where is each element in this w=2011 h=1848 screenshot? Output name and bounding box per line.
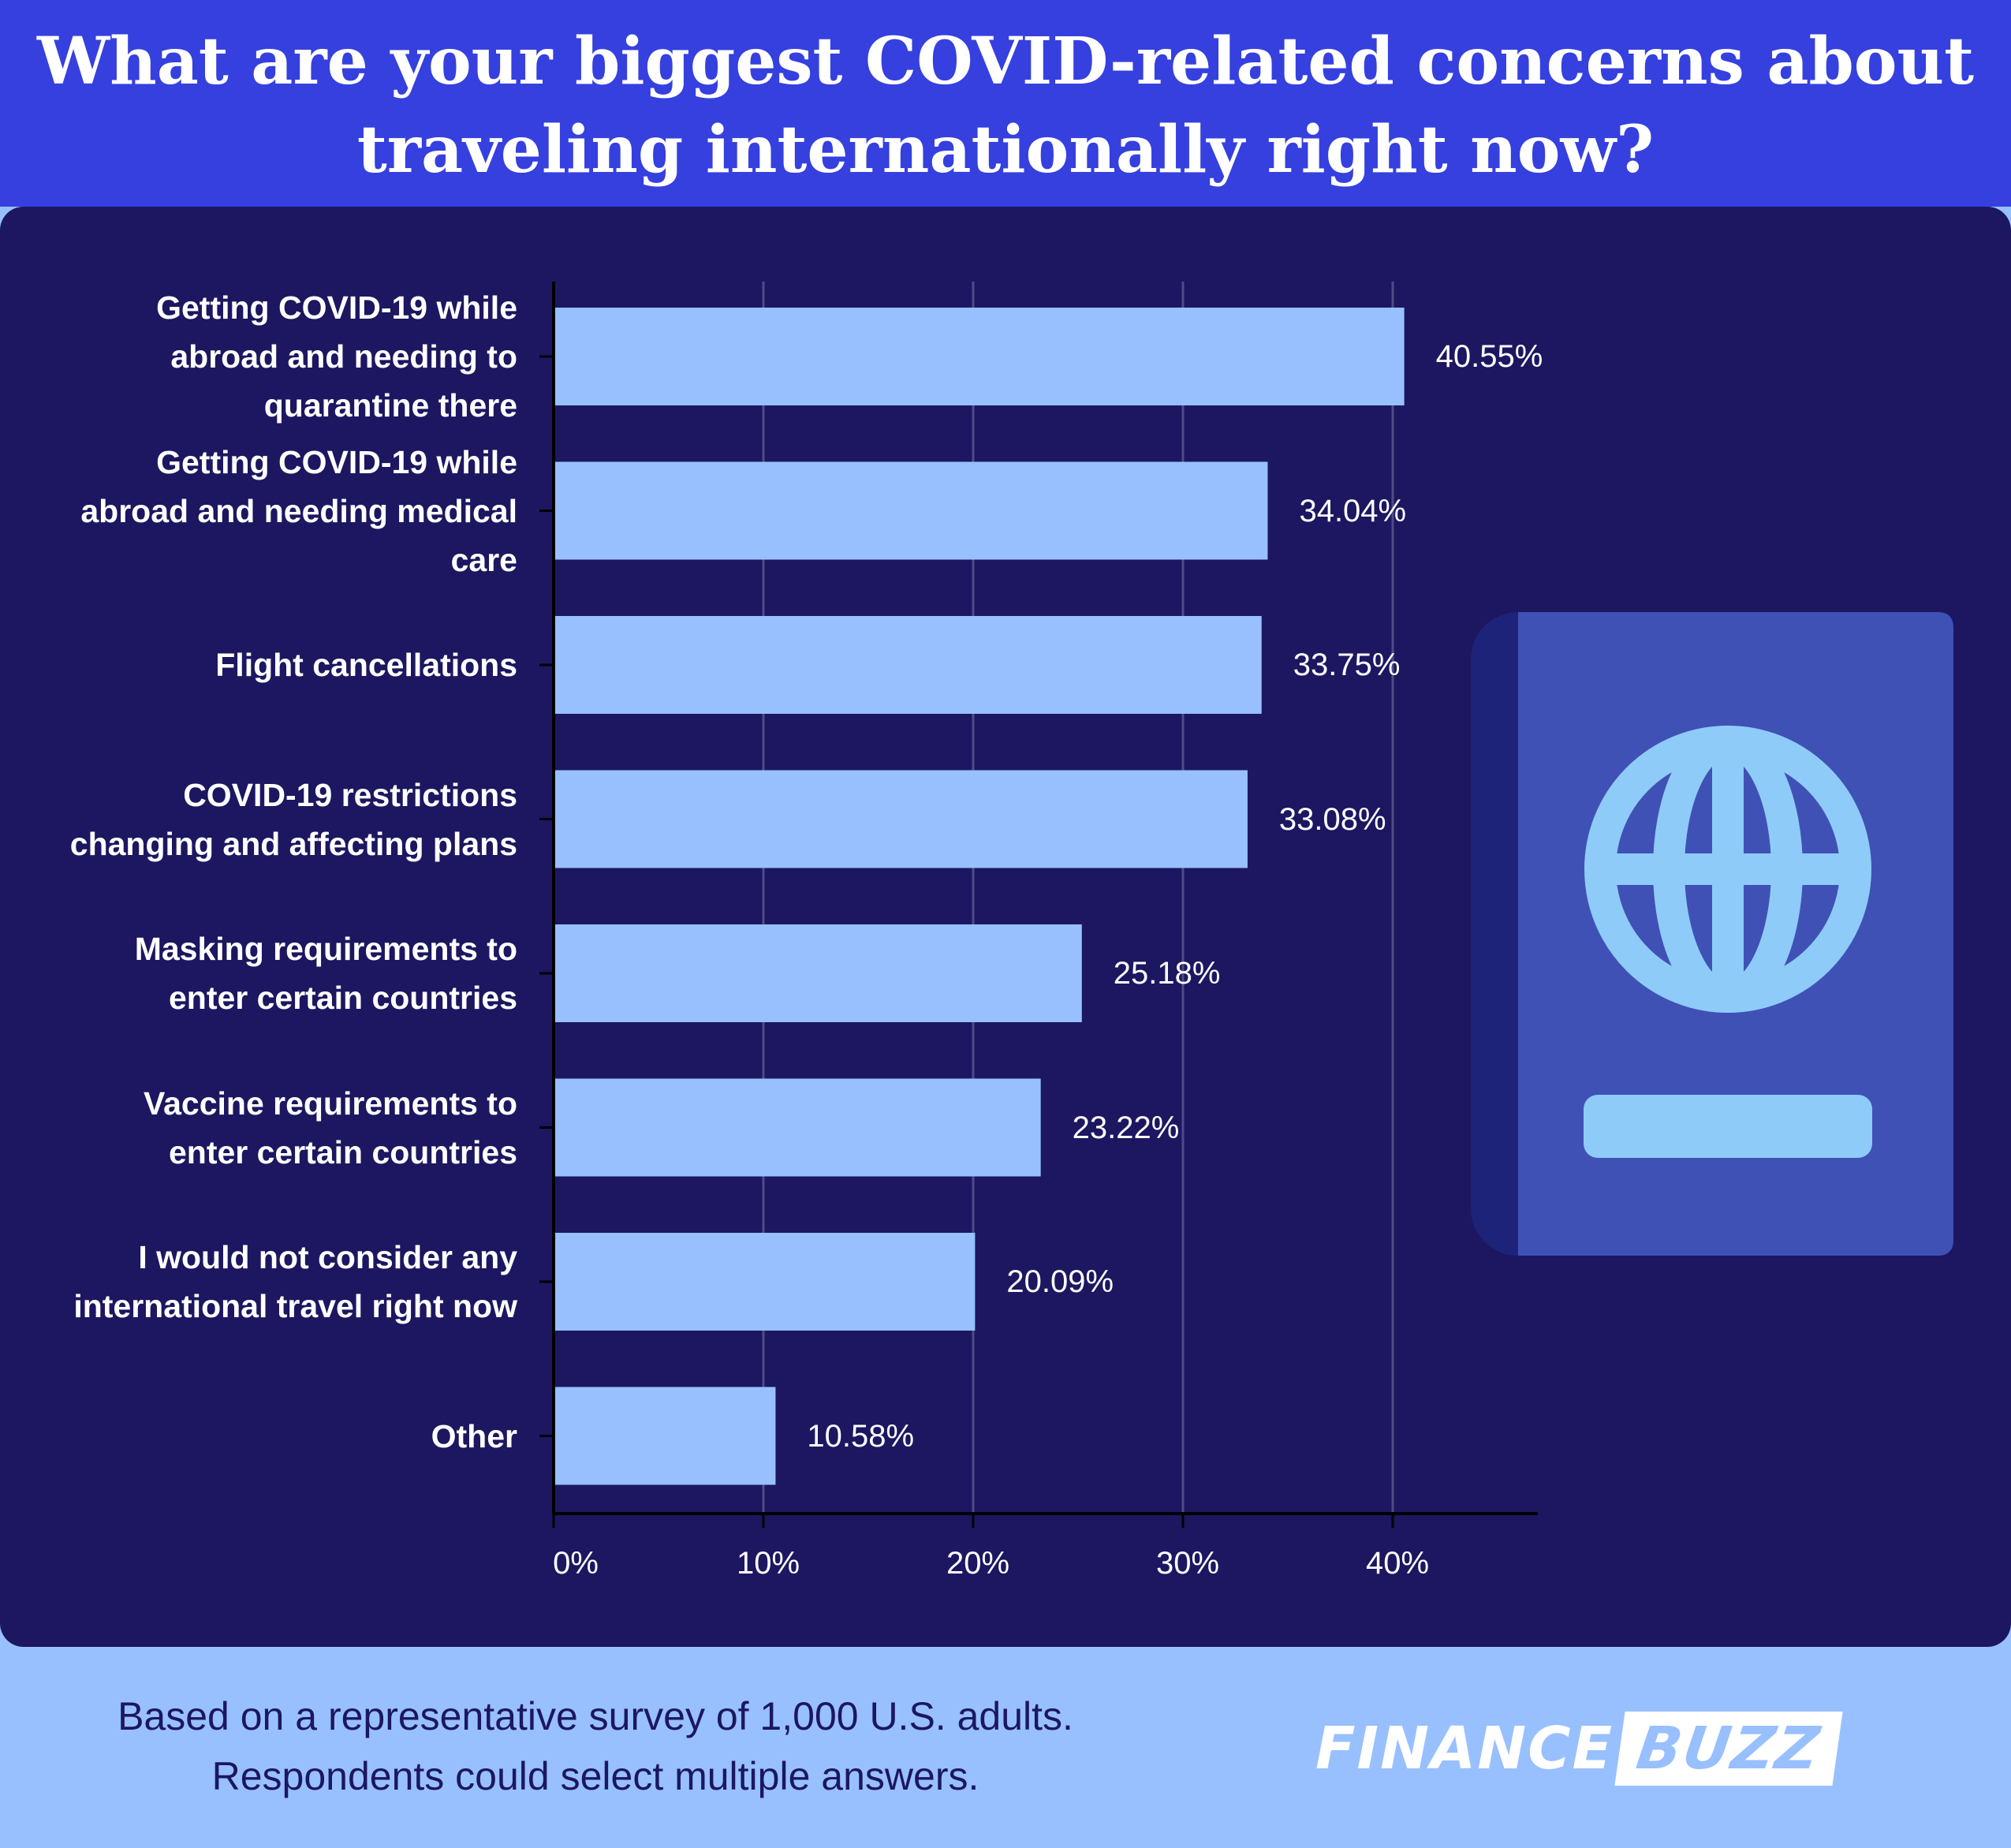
footnote-line-2: Respondents could select multiple answer… <box>211 1754 979 1798</box>
x-tick-label: 0% <box>553 1546 599 1581</box>
footnote-line-1: Based on a representative survey of 1,00… <box>118 1694 1073 1738</box>
data-label: 20.09% <box>1006 1264 1114 1299</box>
category-label-line: enter certain countries <box>168 980 517 1016</box>
category-label-line: COVID-19 restrictions <box>183 776 517 813</box>
category-label: Flight cancellations <box>13 640 517 689</box>
category-label: Getting COVID-19 while abroad and needing… <box>13 283 517 430</box>
axes <box>539 282 1538 1528</box>
category-label: Getting COVID-19 while abroad and needing… <box>13 438 517 584</box>
category-label: Other <box>13 1412 517 1461</box>
bar-chart <box>539 282 1953 1528</box>
bar <box>554 616 1262 714</box>
category-label-line: international travel right now <box>73 1288 517 1324</box>
category-label-line: abroad and needing medical <box>80 492 517 529</box>
category-label-line: I would not consider any <box>138 1239 517 1275</box>
bar <box>554 1078 1041 1177</box>
passport-icon <box>1471 612 1953 1256</box>
x-tick-label: 20% <box>946 1546 1010 1581</box>
category-label-line: quarantine there <box>263 387 517 424</box>
category-label-line: abroad and needing to <box>170 338 517 375</box>
category-label: Masking requirements to enter certain cou… <box>13 924 517 1022</box>
data-label: 40.55% <box>1435 339 1543 374</box>
category-label: I would not consider any international tr… <box>13 1233 517 1331</box>
header-banner: What are your biggest COVID-related conc… <box>0 0 2011 207</box>
data-label: 25.18% <box>1113 956 1221 991</box>
bar <box>554 770 1248 868</box>
data-label: 33.75% <box>1293 648 1401 682</box>
data-label: 34.04% <box>1299 493 1407 528</box>
x-tick-label: 10% <box>736 1546 800 1581</box>
category-label-line: Masking requirements to <box>134 931 517 967</box>
title-line-1: What are your biggest COVID-related conc… <box>37 24 1974 99</box>
data-label: 33.08% <box>1278 801 1386 837</box>
bar <box>554 1387 776 1485</box>
brand-logo-buzz: BUZZ <box>1614 1712 1843 1786</box>
x-tick-label: 30% <box>1155 1546 1220 1581</box>
category-label-line: Flight cancellations <box>215 647 517 683</box>
category-label-line: Other <box>431 1417 517 1454</box>
chart-title: What are your biggest COVID-related conc… <box>0 17 2011 194</box>
category-label-line: enter certain countries <box>168 1133 517 1170</box>
title-line-2: traveling internationally right now? <box>356 112 1655 188</box>
category-label-line: care <box>450 541 517 578</box>
passport-name-strip <box>1584 1095 1872 1158</box>
brand-logo-finance: FINANCE <box>1315 1715 1614 1783</box>
bar <box>554 308 1405 405</box>
data-label: 10.58% <box>807 1418 915 1454</box>
category-label-line: Getting COVID-19 while <box>156 289 517 326</box>
category-label-line: Getting COVID-19 while <box>156 443 517 480</box>
bar <box>554 924 1082 1022</box>
data-label: 23.22% <box>1072 1110 1180 1145</box>
bars <box>554 308 1405 1485</box>
x-tick-label: 40% <box>1365 1546 1430 1581</box>
globe-icon <box>1584 726 1871 1013</box>
category-label-line: changing and affecting plans <box>69 825 517 862</box>
brand-logo: FINANCE BUZZ <box>1315 1708 1843 1790</box>
category-label-line: Vaccine requirements to <box>144 1085 517 1122</box>
category-label: COVID-19 restrictions changing and affect… <box>13 771 517 868</box>
footnote: Based on a representative survey of 1,00… <box>32 1686 1159 1806</box>
category-label: Vaccine requirements to enter certain cou… <box>13 1079 517 1177</box>
bar <box>554 461 1268 560</box>
bar <box>554 1233 976 1331</box>
